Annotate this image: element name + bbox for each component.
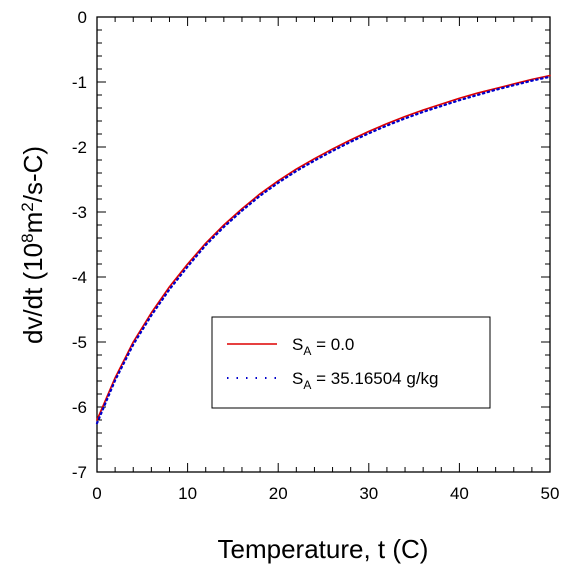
- y-tick-label: -5: [72, 333, 87, 352]
- y-tick-label: -1: [72, 73, 87, 92]
- x-tick-label: 40: [450, 484, 469, 503]
- x-tick-label: 10: [178, 484, 197, 503]
- y-tick-label: -6: [72, 398, 87, 417]
- y-tick-label: 0: [78, 8, 87, 27]
- series-layer: [95, 74, 552, 425]
- legend-label-series-1: SA = 0.0: [292, 335, 354, 358]
- y-tick-label: -7: [72, 463, 87, 482]
- series-line-1: [96, 74, 551, 421]
- y-tick-label: -4: [72, 268, 87, 287]
- series-line-2: [95, 75, 552, 425]
- legend: SA = 0.0 SA = 35.16504 g/kg: [211, 316, 491, 409]
- y-axis-title: dv/dt (108m2/s-C): [18, 146, 48, 344]
- x-axis-title: Temperature, t (C): [218, 534, 429, 564]
- y-tick-label: -2: [72, 138, 87, 157]
- plot-area-frame: [96, 16, 551, 473]
- legend-box: [211, 316, 491, 409]
- x-tick-label: 50: [541, 484, 560, 503]
- x-tick-label: 20: [269, 484, 288, 503]
- legend-label-series-2: SA = 35.16504 g/kg: [292, 369, 439, 392]
- y-tick-label: -3: [72, 203, 87, 222]
- axis-ticks: [96, 16, 551, 473]
- x-tick-label: 0: [92, 484, 101, 503]
- x-tick-label: 30: [359, 484, 378, 503]
- tick-labels: 0 10 20 30 40 50 0 -1 -2 -3 -4 -5 -6 -7: [72, 8, 560, 503]
